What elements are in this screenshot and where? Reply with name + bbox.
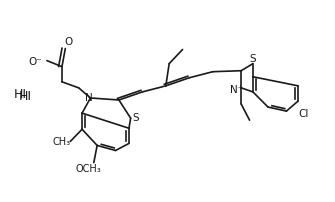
Text: S: S	[250, 54, 256, 64]
Text: HI: HI	[18, 90, 31, 103]
Text: N: N	[85, 93, 93, 103]
Text: N⁺: N⁺	[229, 85, 243, 95]
Text: O: O	[65, 37, 73, 47]
Text: S: S	[132, 113, 139, 123]
Text: OCH₃: OCH₃	[76, 164, 102, 174]
Text: Cl: Cl	[298, 109, 308, 119]
Text: CH₃: CH₃	[53, 137, 71, 147]
Text: O⁻: O⁻	[28, 57, 42, 67]
Text: HI: HI	[13, 88, 26, 101]
